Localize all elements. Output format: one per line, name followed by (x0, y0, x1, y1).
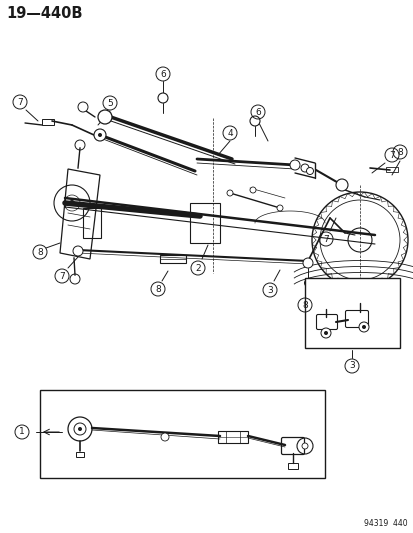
Circle shape (98, 133, 102, 137)
Circle shape (161, 433, 169, 441)
Circle shape (73, 246, 83, 256)
Circle shape (226, 190, 233, 196)
Circle shape (249, 116, 259, 126)
Text: 5: 5 (107, 99, 113, 108)
Circle shape (320, 328, 330, 338)
Circle shape (361, 325, 365, 329)
Text: 8: 8 (301, 301, 307, 310)
Text: 8: 8 (37, 247, 43, 256)
Text: 2: 2 (195, 263, 200, 272)
Text: 7: 7 (322, 235, 328, 244)
Circle shape (78, 102, 88, 112)
Circle shape (335, 179, 347, 191)
Text: 3: 3 (266, 286, 272, 295)
Text: 8: 8 (396, 148, 402, 157)
Bar (40, 390, 324, 478)
Text: 7: 7 (17, 98, 23, 107)
Circle shape (78, 427, 82, 431)
Circle shape (306, 167, 313, 174)
Text: 19—440B: 19—440B (6, 6, 82, 21)
Circle shape (69, 200, 75, 206)
Circle shape (276, 205, 282, 211)
Circle shape (358, 322, 368, 332)
Circle shape (98, 110, 112, 124)
Bar (304, 278, 399, 348)
Text: 7: 7 (59, 271, 65, 280)
Circle shape (302, 258, 312, 268)
Circle shape (289, 160, 299, 170)
Text: 7: 7 (388, 150, 394, 159)
Text: 1: 1 (19, 427, 25, 437)
Circle shape (304, 279, 311, 287)
Circle shape (158, 93, 168, 103)
Circle shape (94, 129, 106, 141)
Text: 4: 4 (227, 128, 232, 138)
Circle shape (249, 187, 255, 193)
Circle shape (323, 331, 327, 335)
Text: 94319  440: 94319 440 (363, 519, 407, 528)
Circle shape (300, 164, 308, 172)
Circle shape (301, 443, 307, 449)
Text: 3: 3 (348, 361, 354, 370)
Text: 6: 6 (254, 108, 260, 117)
Text: 8: 8 (155, 285, 161, 294)
Text: 6: 6 (160, 69, 166, 78)
